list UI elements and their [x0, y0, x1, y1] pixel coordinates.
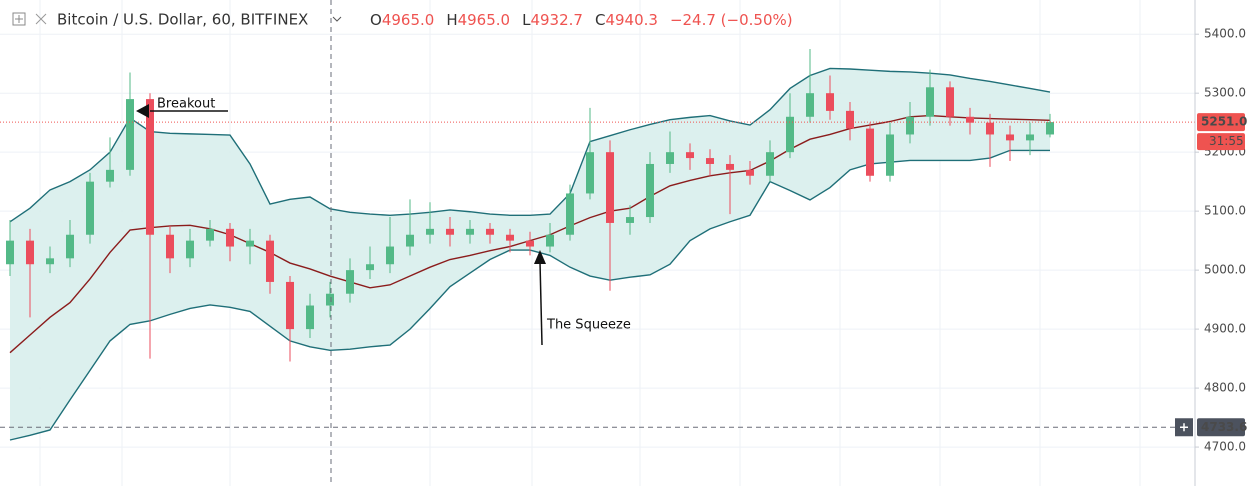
- crosshair-box: [1197, 418, 1245, 437]
- candle-body: [166, 234, 174, 259]
- legend-value: 4965.0: [382, 11, 435, 29]
- band-fill: [10, 68, 1050, 440]
- crosshair-label: 4733.6: [1201, 420, 1247, 434]
- candle-body: [146, 99, 154, 235]
- annotation-arrow: [539, 261, 543, 346]
- candle-body: [726, 163, 734, 170]
- candle-body: [766, 152, 774, 176]
- candle-body: [686, 152, 694, 159]
- candle-body: [226, 228, 234, 247]
- candle-body: [66, 234, 74, 259]
- legend-change: −24.7 (−0.50%): [670, 11, 793, 29]
- candle-body: [906, 116, 914, 135]
- candle-body: [546, 234, 554, 247]
- candle-body: [786, 116, 794, 153]
- candle-body: [526, 240, 534, 247]
- candle-body: [646, 163, 654, 218]
- icon-collapse[interactable]: [35, 13, 47, 25]
- candle-body: [46, 258, 54, 265]
- candle-body: [1046, 122, 1054, 135]
- candle-body: [446, 228, 454, 235]
- band-upper: [9, 67, 1051, 223]
- candle-body: [386, 246, 394, 265]
- overlay: [0, 121, 1195, 428]
- candle-body: [566, 193, 574, 235]
- price-axis: 4700.04800.04900.05000.05100.05200.05300…: [1175, 27, 1247, 454]
- annotation-squeeze: The Squeeze: [546, 318, 631, 333]
- candle-body: [826, 93, 834, 111]
- candle-body: [1026, 134, 1034, 141]
- candle-body: [506, 234, 514, 241]
- candle-body: [706, 158, 714, 164]
- candle-body: [306, 305, 314, 330]
- countdown-label: 31:55: [1209, 134, 1244, 148]
- candle-body: [26, 240, 34, 265]
- last-price-label: 5251.0: [1201, 115, 1247, 129]
- title-chevron[interactable]: [332, 16, 342, 22]
- candle-body: [746, 169, 754, 176]
- candle-body: [866, 128, 874, 176]
- candle-body: [366, 264, 374, 271]
- legend-value: 4940.3: [605, 11, 658, 29]
- candle-body: [126, 99, 134, 170]
- y-tick-label: 4700.0: [1204, 440, 1246, 454]
- candle-body: [326, 293, 334, 306]
- candle-body: [606, 152, 614, 223]
- candle-body: [86, 181, 94, 235]
- y-tick-label: 4900.0: [1204, 322, 1246, 336]
- legend-value: 4932.7: [530, 11, 583, 29]
- candle-body: [346, 270, 354, 294]
- candle-body: [406, 234, 414, 247]
- candle-body: [286, 281, 294, 330]
- header-icons[interactable]: [12, 12, 47, 26]
- last-price-box: [1197, 113, 1245, 132]
- candle-body: [926, 87, 934, 117]
- legend-key: H: [446, 11, 457, 29]
- icon-box[interactable]: [12, 12, 26, 26]
- symbol-title[interactable]: Bitcoin / U.S. Dollar, 60, BITFINEX: [57, 11, 308, 29]
- candle-body: [986, 122, 994, 135]
- y-tick-label: 5100.0: [1204, 204, 1246, 218]
- legend-key: C: [595, 11, 605, 29]
- candle-body: [846, 110, 854, 129]
- annotation-arrowhead: [534, 250, 546, 264]
- candle-body: [486, 228, 494, 235]
- annotation-breakout: Breakout: [157, 97, 215, 112]
- candle-body: [426, 228, 434, 235]
- candle-body: [1006, 134, 1014, 141]
- candle-body: [806, 93, 814, 117]
- countdown-box: [1197, 133, 1245, 151]
- candles: [6, 48, 1054, 362]
- y-tick-label: 5400.0: [1204, 27, 1246, 41]
- candle-body: [626, 217, 634, 223]
- candle-body: [966, 116, 974, 123]
- candle-body: [586, 152, 594, 194]
- annotation-arrowhead: [136, 104, 149, 118]
- candle-body: [106, 169, 114, 182]
- candle-body: [466, 228, 474, 235]
- y-tick-label: 5300.0: [1204, 86, 1246, 100]
- candle-body: [266, 240, 274, 282]
- candle-body: [206, 228, 214, 241]
- y-tick-label: 4800.0: [1204, 381, 1246, 395]
- candle-body: [6, 240, 14, 265]
- candle-body: [886, 134, 894, 176]
- legend-key: O: [370, 11, 382, 29]
- ohlc-legend: O4965.0 H4965.0 L4932.7 C4940.3 −24.7 (−0.50…: [370, 11, 793, 29]
- candle-body: [186, 240, 194, 259]
- candle-body: [246, 240, 254, 247]
- legend-key: L: [522, 11, 531, 29]
- candle-body: [666, 152, 674, 164]
- y-tick-label: 5000.0: [1204, 263, 1246, 277]
- candle-body: [946, 87, 954, 117]
- legend-value: 4965.0: [458, 11, 511, 29]
- crosshair-plus: [1180, 423, 1188, 432]
